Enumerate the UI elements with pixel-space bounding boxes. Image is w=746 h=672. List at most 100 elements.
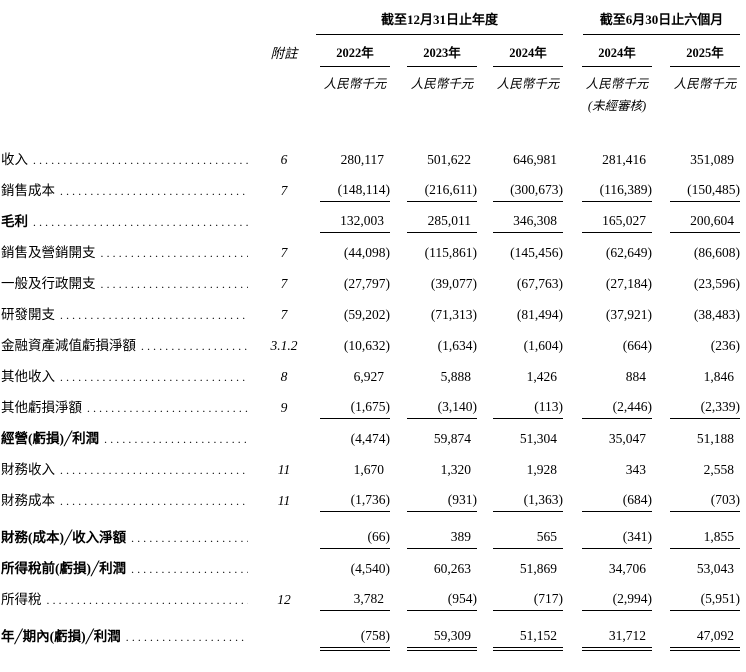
period-annual-header: 截至12月31日止年度 (316, 8, 563, 35)
table-row: 所得稅前(虧損)╱利潤 (4,540) 60,263 51,869 34,706 53,0… (0, 549, 740, 580)
row-label: 所得稅前(虧損)╱利潤 (1, 561, 127, 576)
unaudited-label: (未經審核) (587, 99, 647, 113)
cell-value: (236) (710, 338, 740, 353)
row-note: 7 (280, 183, 288, 198)
cell-value: (1,604) (523, 338, 563, 353)
table-row: 金融資產減值虧損淨額 3.1.2 (10,632) (1,634) (1,604) (66… (0, 326, 740, 357)
dot-leader (60, 186, 248, 198)
cell-value: (664) (622, 338, 652, 353)
cell-value: (2,339) (670, 399, 740, 419)
row-label: 一般及行政開支 (1, 276, 96, 291)
row-note (252, 645, 316, 648)
cell-value: (81,494) (516, 307, 563, 322)
cell-value: (703) (670, 492, 740, 512)
table-row: 經營(虧損)╱利潤 (4,474) 59,874 51,304 35,047 51,188 (0, 419, 740, 450)
table-row: 財務成本 11 (1,736) (931) (1,363) (684) (703) (0, 481, 740, 512)
table-body: 收入 6 280,117 501,622 646,981 281,416 351,089 銷售… (0, 140, 740, 651)
cell-value: 59,874 (433, 431, 471, 446)
row-label: 財務成本 (1, 493, 55, 508)
cell-value: (27,184) (605, 276, 652, 291)
row-label: 財務收入 (1, 462, 55, 477)
cell-value: (10,632) (343, 338, 390, 353)
cell-value: (67,763) (516, 276, 563, 291)
row-note: 7 (280, 276, 288, 291)
cell-value: 1,855 (670, 529, 740, 549)
cell-value: (37,921) (605, 307, 652, 322)
cell-value: (931) (407, 492, 477, 512)
cell-value: (300,673) (493, 182, 563, 202)
row-note: 9 (280, 400, 288, 415)
header-group-row: 截至12月31日止年度 截至6月30日止六個月 (0, 8, 740, 35)
dot-leader (87, 403, 248, 415)
cell-value: 343 (625, 462, 646, 477)
cell-value: (684) (582, 492, 652, 512)
cell-value: (1,736) (320, 492, 390, 512)
table-row: 其他虧損淨額 9 (1,675) (3,140) (113) (2,446) (2,339) (0, 388, 740, 419)
cell-value: 281,416 (602, 152, 646, 167)
row-label: 經營(虧損)╱利潤 (1, 431, 100, 446)
cell-value: (116,389) (582, 182, 652, 202)
cell-value: (71,313) (430, 307, 477, 322)
notes-column-header: 附註 (270, 46, 298, 61)
cell-value: (341) (582, 529, 652, 549)
cell-value: 6,927 (353, 369, 384, 384)
row-label: 財務(成本)╱收入淨額 (1, 530, 127, 545)
cell-value: 47,092 (670, 628, 740, 651)
cell-value: 280,117 (340, 152, 384, 167)
financial-statement-table: 截至12月31日止年度 截至6月30日止六個月 附註 2022年 2023年 2… (0, 0, 746, 648)
cell-value: (115,861) (424, 245, 477, 260)
cell-value: (44,098) (343, 245, 390, 260)
cell-value: (1,363) (493, 492, 563, 512)
currency-unit-label: 人民幣千元 (323, 77, 387, 91)
cell-value: 31,712 (582, 628, 652, 651)
dot-leader (131, 564, 248, 576)
year-header-2025-interim: 2025年 (670, 42, 740, 67)
table-row: 年╱期內(虧損)╱利潤 (758) 59,309 51,152 31,712 47,092 (0, 617, 740, 651)
cell-value: 389 (407, 529, 477, 549)
cell-value: 1,846 (703, 369, 734, 384)
cell-value: 285,011 (407, 213, 477, 233)
dot-leader (126, 632, 248, 644)
row-note: 6 (280, 152, 288, 167)
cell-value: 346,308 (493, 213, 563, 233)
row-note: 7 (280, 307, 288, 322)
cell-value: (62,649) (605, 245, 652, 260)
dot-leader (60, 372, 248, 384)
cell-value: 3,782 (320, 591, 390, 611)
cell-value: 2,558 (703, 462, 734, 477)
currency-unit-label: 人民幣千元 (585, 77, 649, 91)
cell-value: 51,152 (493, 628, 563, 651)
table-row: 毛利 132,003 285,011 346,308 165,027 200,604 (0, 202, 740, 233)
year-header-2023: 2023年 (407, 42, 477, 67)
cell-value: 351,089 (690, 152, 734, 167)
dot-leader (101, 279, 249, 291)
dot-leader (104, 434, 248, 446)
cell-value: (27,797) (343, 276, 390, 291)
dot-leader (60, 465, 248, 477)
cell-value: 35,047 (608, 431, 646, 446)
cell-value: (2,446) (582, 399, 652, 419)
cell-value: (954) (407, 591, 477, 611)
row-note: 11 (277, 462, 291, 477)
row-label: 年╱期內(虧損)╱利潤 (1, 629, 121, 644)
currency-unit-label: 人民幣千元 (673, 77, 737, 91)
cell-value: 200,604 (670, 213, 740, 233)
year-header-2022: 2022年 (320, 42, 390, 67)
row-note: 12 (277, 592, 291, 607)
row-note (252, 230, 316, 233)
row-label: 研發開支 (1, 307, 55, 322)
row-label: 毛利 (1, 214, 28, 229)
cell-value: (38,483) (693, 307, 740, 322)
table-row: 研發開支 7 (59,202) (71,313) (81,494) (37,921) (38… (0, 295, 740, 326)
cell-value: (66) (320, 529, 390, 549)
cell-value: (216,611) (407, 182, 477, 202)
row-note: 7 (280, 245, 288, 260)
cell-value: 51,188 (696, 431, 734, 446)
row-label: 金融資產減值虧損淨額 (1, 338, 136, 353)
cell-value: (148,114) (320, 182, 390, 202)
cell-value: 884 (625, 369, 646, 384)
cell-value: (717) (493, 591, 563, 611)
dot-leader (131, 533, 248, 545)
row-label: 銷售及營銷開支 (1, 245, 96, 260)
cell-value: (1,675) (320, 399, 390, 419)
